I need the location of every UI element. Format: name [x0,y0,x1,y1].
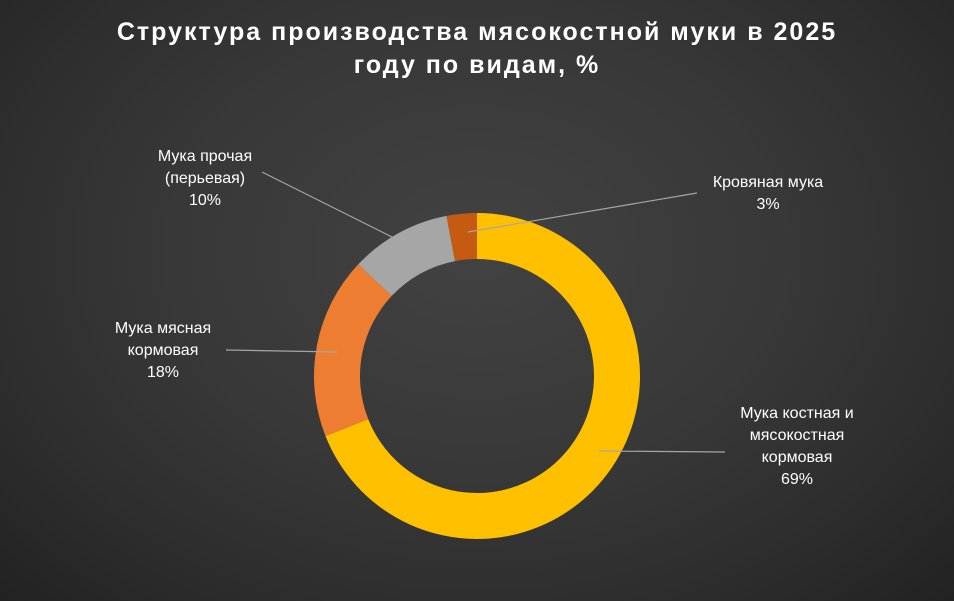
callout-krovyanaya: Кровяная мука 3% [658,172,878,216]
callout-myasnaya-line1: Мука мясная [114,320,212,337]
callout-krovyanaya-value: 3% [756,196,780,213]
callout-kostnaya-line1: Мука костная и [740,405,854,422]
leader-line-prochaya [261,171,405,244]
leader-line-krovyanaya [467,192,698,233]
callout-kostnaya-line2: мясокостная [749,427,845,444]
leader-line-kostnaya [598,450,726,453]
callout-prochaya-line1: Мука прочая [157,148,253,165]
callout-prochaya-line2: (перьевая) [164,170,246,187]
leader-line-myasnaya [225,349,338,353]
callout-kostnaya-line3: кормовая [761,449,833,466]
slice-2 [358,215,456,296]
callout-kostnaya: Мука костная и мясокостная кормовая 69% [687,403,907,491]
chart-title: Структура производства мясокостной муки … [0,16,954,82]
callout-prochaya-value: 10% [188,192,222,209]
callout-myasnaya-line2: кормовая [127,342,199,359]
callout-krovyanaya-line1: Кровяная мука [712,174,824,191]
callout-myasnaya: Мука мясная кормовая 18% [53,318,273,384]
donut-rings [314,213,641,539]
callout-prochaya: Мука прочая (перьевая) 10% [95,146,315,212]
slice-3 [446,213,477,262]
callout-kostnaya-value: 69% [780,471,814,488]
chart-title-line1: Структура производства мясокостной муки … [116,18,838,46]
chart-title-line2: году по видам, % [353,51,601,79]
slice-1 [314,264,392,436]
slice-0 [325,213,641,539]
callout-myasnaya-value: 18% [146,364,180,381]
